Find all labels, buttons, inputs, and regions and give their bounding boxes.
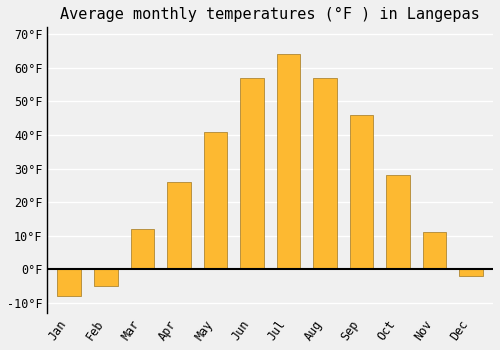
Bar (422, 232, 446, 270)
Bar (460, 270, 483, 276)
Title: Average monthly temperatures (°F ) in Langepas: Average monthly temperatures (°F ) in La… (60, 7, 480, 22)
Bar (240, 78, 264, 270)
Bar (276, 54, 300, 270)
Bar (204, 132, 228, 270)
Bar (130, 229, 154, 270)
Bar (58, 270, 81, 296)
Bar (94, 270, 118, 286)
Bar (350, 115, 374, 270)
Bar (386, 175, 410, 270)
Bar (167, 182, 191, 270)
Bar (313, 78, 337, 270)
